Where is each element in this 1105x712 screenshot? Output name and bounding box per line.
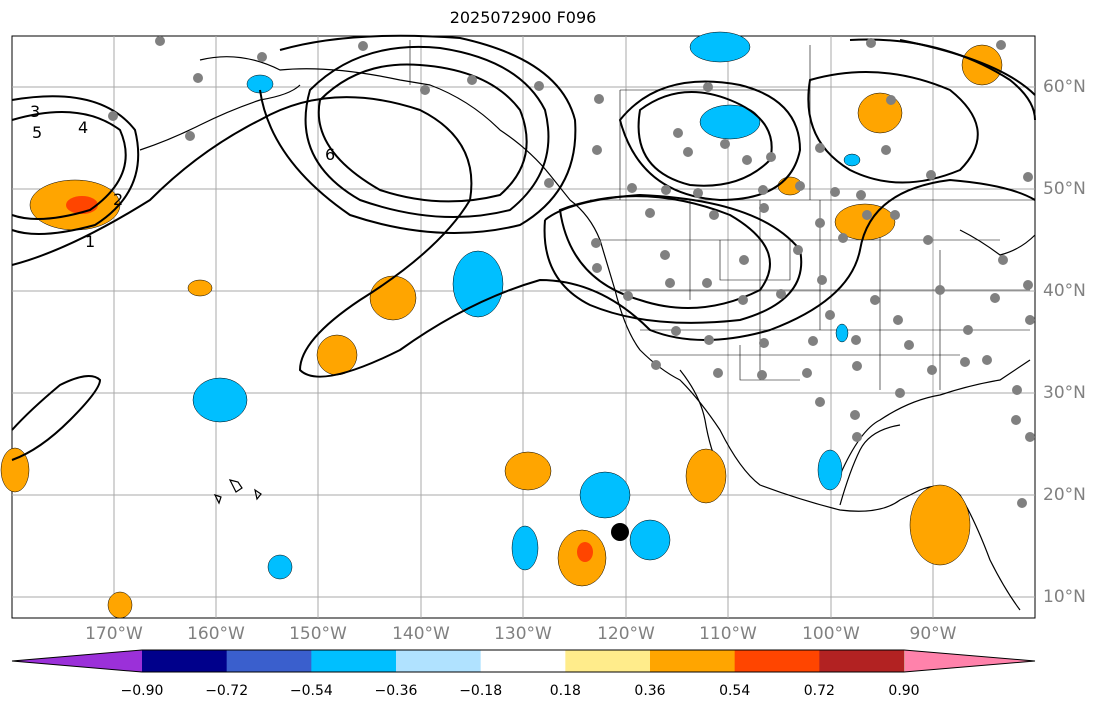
colorbar-tick-label: 0.54	[719, 683, 751, 699]
lon-label: 160°W	[187, 624, 245, 644]
colorbar-extend-high	[905, 650, 1035, 672]
colorbar-segment	[226, 650, 312, 672]
colorbar-tick-label: −0.18	[459, 683, 503, 699]
lat-label: 50°N	[1043, 179, 1086, 199]
lat-label: 40°N	[1043, 281, 1086, 301]
contour-label-group: 1 2 3 4 5 6	[30, 102, 335, 251]
contour-lines	[11, 34, 1036, 461]
colorbar-segment	[650, 650, 736, 672]
colorbar-segment	[819, 650, 905, 672]
colorbar-tick-label: 0.18	[549, 683, 581, 699]
colorbar-segment	[142, 650, 228, 672]
lon-label: 170°W	[85, 624, 143, 644]
lon-label: 150°W	[289, 624, 347, 644]
colorbar-tick-label: −0.90	[120, 683, 164, 699]
colorbar-segment	[480, 650, 566, 672]
map-title: 2025072900 F096	[449, 8, 597, 27]
colorbar-tick-label: −0.36	[374, 683, 418, 699]
colorbar-border	[11, 649, 1036, 673]
lat-label: 20°N	[1043, 485, 1086, 505]
storm-center-marker	[611, 523, 629, 541]
colorbar-extend-low	[12, 650, 142, 672]
colorbar-tick-label: −0.54	[289, 683, 333, 699]
negative-anomaly-shading	[192, 31, 861, 580]
contour-label-3: 3	[30, 102, 40, 121]
colorbar-tick-label: 0.72	[803, 683, 835, 699]
graticule	[12, 36, 1035, 618]
lat-label: 60°N	[1043, 77, 1086, 97]
contour-label-1: 1	[85, 232, 95, 251]
colorbar-segment	[734, 650, 820, 672]
contour-label-5: 5	[32, 123, 42, 142]
lon-label: 100°W	[802, 624, 860, 644]
contour-label-2: 2	[113, 190, 123, 209]
contour-label-4: 4	[78, 118, 88, 137]
lon-label: 130°W	[494, 624, 552, 644]
colorbar-segment	[396, 650, 482, 672]
colorbar-tick-label: −0.72	[205, 683, 249, 699]
colorbar-tick-label: 0.90	[888, 683, 920, 699]
lon-label: 110°W	[699, 624, 757, 644]
lat-label: 10°N	[1043, 587, 1086, 607]
lat-label: 30°N	[1043, 383, 1086, 403]
colorbar-tick-label: 0.36	[634, 683, 666, 699]
lon-label: 140°W	[392, 624, 450, 644]
contour-label-6: 6	[325, 145, 335, 164]
lon-label: 90°W	[909, 624, 957, 644]
colorbar-segment	[565, 650, 651, 672]
colorbar	[11, 649, 1036, 673]
colorbar-segment	[311, 650, 397, 672]
station-dots	[108, 36, 1035, 508]
lon-label: 120°W	[597, 624, 655, 644]
